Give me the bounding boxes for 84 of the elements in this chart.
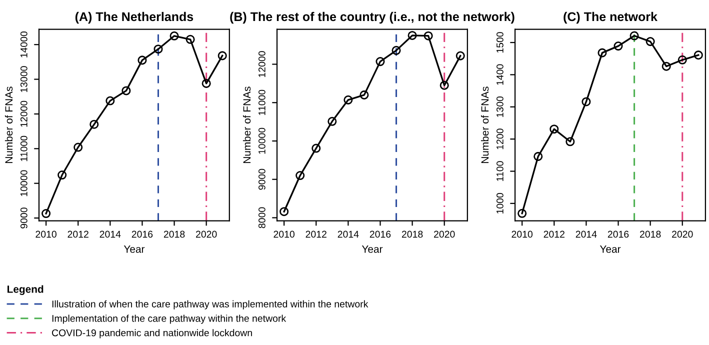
y-tick-label: 9000 xyxy=(258,168,266,190)
point xyxy=(376,57,385,66)
y-axis-title: Number of FNAs xyxy=(480,86,489,163)
point xyxy=(186,34,195,44)
point xyxy=(328,116,337,126)
point xyxy=(694,50,703,60)
point xyxy=(614,42,623,51)
point xyxy=(598,48,607,58)
point xyxy=(646,37,655,46)
point xyxy=(218,51,227,60)
chart-title: (A) The Netherlands xyxy=(75,12,194,24)
y-axis-title: Number of FNAs xyxy=(242,86,251,163)
x-tick-label: 2018 xyxy=(402,230,423,238)
point xyxy=(138,56,147,65)
x-tick-label: 2020 xyxy=(672,230,693,238)
x-tick-label: 2016 xyxy=(132,230,153,238)
x-tick-label: 2020 xyxy=(434,230,455,238)
point xyxy=(518,208,527,218)
x-tick-label: 2018 xyxy=(640,230,661,238)
x-tick-label: 2018 xyxy=(164,230,185,238)
x-tick-label: 2012 xyxy=(68,230,88,238)
x-tick-label: 2012 xyxy=(544,230,564,238)
y-tick-label: 1400 xyxy=(496,64,504,85)
point xyxy=(392,46,401,55)
point xyxy=(408,30,417,40)
point xyxy=(440,80,449,90)
point xyxy=(678,55,687,64)
x-tick-label: 2014 xyxy=(576,230,597,238)
point xyxy=(170,31,179,40)
x-axis-title: Year xyxy=(124,246,145,253)
point xyxy=(550,124,559,134)
legend-label: COVID-19 pandemic and nationwide lockdown xyxy=(52,329,252,338)
point xyxy=(630,31,639,40)
y-axis-title: Number of FNAs xyxy=(4,86,13,163)
chart-title: (C) The network xyxy=(564,12,658,24)
y-tick-label: 9000 xyxy=(20,208,28,228)
point xyxy=(424,31,433,40)
x-tick-label: 2016 xyxy=(370,230,391,238)
point xyxy=(74,142,83,152)
y-tick-label: 1300 xyxy=(496,96,504,117)
point xyxy=(202,78,211,88)
y-tick-label: 11000 xyxy=(20,136,28,162)
y-tick-label: 1100 xyxy=(496,161,504,181)
point xyxy=(42,209,51,218)
point xyxy=(360,90,369,100)
legend-label: Implementation of the care pathway within the network xyxy=(52,314,286,324)
x-tick-label: 2014 xyxy=(338,230,359,238)
y-tick-label: 1200 xyxy=(496,128,504,150)
x-axis-title: Year xyxy=(362,246,383,253)
point xyxy=(296,171,305,180)
y-tick-label: 10000 xyxy=(258,128,266,154)
x-tick-label: 2010 xyxy=(36,230,56,238)
point xyxy=(58,170,67,180)
y-tick-label: 13000 xyxy=(20,66,28,92)
y-tick-label: 14000 xyxy=(20,31,28,58)
point xyxy=(280,207,289,216)
y-tick-label: 1500 xyxy=(496,32,504,53)
y-tick-label: 1000 xyxy=(496,192,504,214)
point xyxy=(582,97,591,106)
y-tick-label: 8000 xyxy=(258,207,266,228)
y-tick-label: 12000 xyxy=(20,100,28,127)
point xyxy=(662,62,671,71)
point xyxy=(566,137,575,146)
point xyxy=(344,95,353,104)
point xyxy=(90,120,99,129)
x-axis-title: Year xyxy=(600,246,621,253)
x-tick-label: 2010 xyxy=(512,230,533,238)
x-tick-label: 2016 xyxy=(608,230,629,238)
x-tick-label: 2014 xyxy=(100,230,121,238)
point xyxy=(154,44,163,54)
point xyxy=(534,152,543,161)
point xyxy=(456,51,465,60)
x-tick-label: 2010 xyxy=(274,230,295,238)
point xyxy=(106,96,115,106)
x-tick-label: 2012 xyxy=(306,230,326,238)
y-tick-label: 10000 xyxy=(20,170,28,196)
y-tick-label: 11000 xyxy=(258,90,266,116)
point xyxy=(122,86,131,96)
legend-label: Illustration of when the care pathway was implemented within the network xyxy=(52,300,368,310)
legend-title: Legend xyxy=(8,285,44,295)
chart-title: (B) The rest of the country (i.e., not the network) xyxy=(230,12,514,24)
point xyxy=(312,144,321,153)
y-tick-label: 12000 xyxy=(258,51,266,78)
x-tick-label: 2020 xyxy=(196,230,217,238)
